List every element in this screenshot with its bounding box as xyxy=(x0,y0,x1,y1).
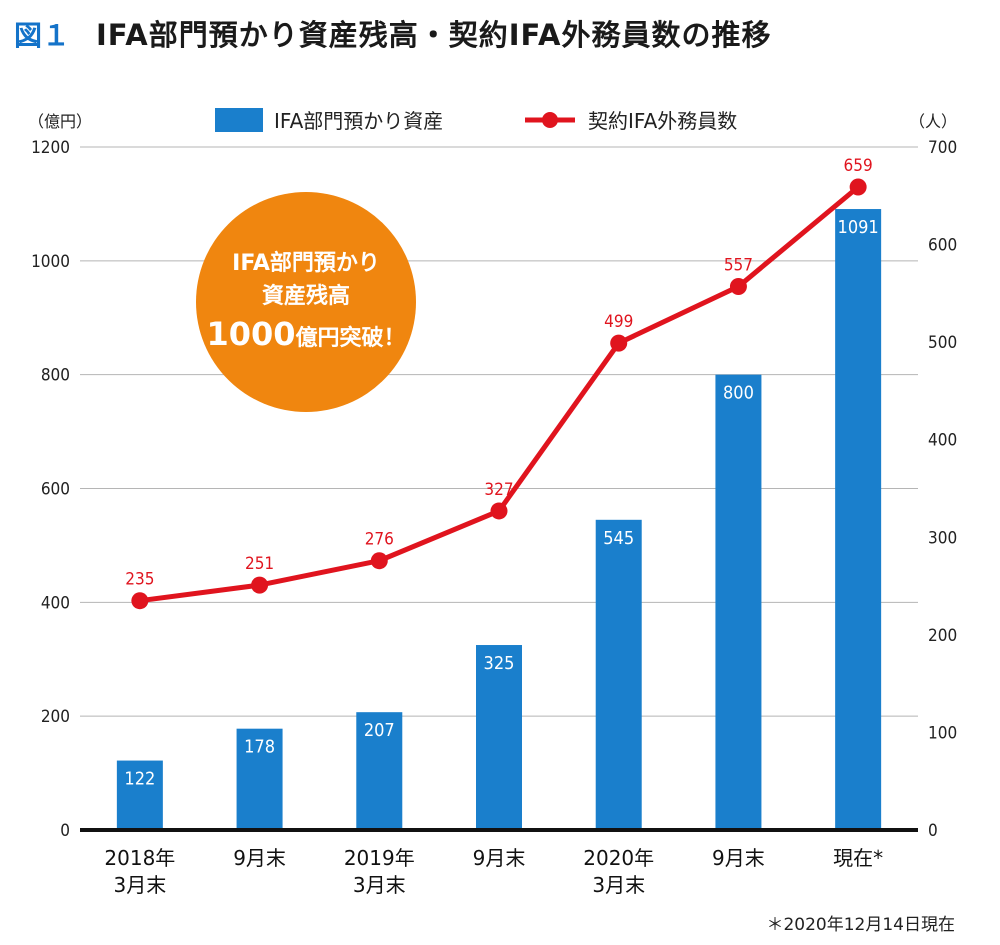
right-axis-tick-label: 300 xyxy=(928,528,957,548)
left-axis-tick-label: 0 xyxy=(60,821,70,841)
callout-line-3: 1000億円突破！ xyxy=(206,315,405,353)
left-axis-tick-label: 1200 xyxy=(31,138,70,158)
bar-value-label: 325 xyxy=(484,653,515,674)
line-point xyxy=(131,592,149,610)
right-axis-tick-label: 200 xyxy=(928,626,957,646)
callout-badge: IFA部門預かり 資産残高 1000億円突破！ xyxy=(196,192,416,412)
legend-line-marker xyxy=(542,112,558,128)
right-axis-tick-label: 700 xyxy=(928,138,957,158)
line-series: 235 251 276 327 499 557 659 xyxy=(125,156,873,610)
figure-title-bar: 図１ IFA部門預かり資産残高・契約IFA外務員数の推移 xyxy=(14,10,771,60)
bar-value-label: 122 xyxy=(124,769,155,790)
line-point xyxy=(370,552,388,570)
left-axis-tick-label: 600 xyxy=(41,480,70,500)
category-label: 3月末 xyxy=(353,873,406,897)
left-axis-tick-label: 1000 xyxy=(31,252,70,272)
bar xyxy=(595,519,642,830)
category-label: 9月末 xyxy=(712,846,765,870)
left-axis-tick-label: 800 xyxy=(41,366,70,386)
bar-value-label: 178 xyxy=(244,737,275,758)
line-point-label: 251 xyxy=(245,554,274,574)
footnote: ＊2020年12月14日現在 xyxy=(766,915,955,935)
category-label: 2018年 xyxy=(104,846,175,870)
line-point xyxy=(610,334,628,352)
callout-line-1: IFA部門預かり xyxy=(232,250,380,276)
line-point xyxy=(849,178,867,196)
line-point-label: 327 xyxy=(484,480,513,500)
bar xyxy=(835,209,882,830)
bar xyxy=(715,374,762,830)
right-axis-tick-label: 400 xyxy=(928,431,957,451)
callout-line-2: 資産残高 xyxy=(262,283,350,309)
legend-line-label: 契約IFA外務員数 xyxy=(588,109,737,133)
left-axis-tick-label: 400 xyxy=(41,593,70,613)
bar-value-label: 545 xyxy=(603,528,634,549)
right-axis-tick-label: 500 xyxy=(928,333,957,353)
bar xyxy=(116,760,163,830)
line-point-label: 499 xyxy=(604,312,633,332)
legend-bar-swatch xyxy=(215,108,263,132)
bar-value-label: 800 xyxy=(723,383,754,404)
category-label: 2019年 xyxy=(344,846,415,870)
line-point-label: 659 xyxy=(844,156,873,176)
callout-number: 1000 xyxy=(206,315,295,353)
category-label: 3月末 xyxy=(113,873,166,897)
axes: 0 200 400 600 800 1000 1200 0 100 200 300 400 500 600… xyxy=(31,138,957,897)
right-axis-tick-label: 0 xyxy=(928,821,938,841)
legend-bar-label: IFA部門預かり資産 xyxy=(274,109,443,133)
bar xyxy=(356,712,403,830)
bar-value-label: 207 xyxy=(364,720,395,741)
left-axis-unit: （億円） xyxy=(28,112,92,131)
grid-lines xyxy=(80,146,918,717)
category-label: 2020年 xyxy=(583,846,654,870)
callout-circle xyxy=(196,192,416,412)
line-point-label: 276 xyxy=(365,530,394,550)
line-point-label: 557 xyxy=(724,256,753,276)
left-axis-tick-label: 200 xyxy=(41,707,70,727)
line-point xyxy=(729,278,747,296)
bar xyxy=(476,645,522,830)
bar xyxy=(236,728,283,830)
category-label: 9月末 xyxy=(233,846,286,870)
category-label: 3月末 xyxy=(592,873,645,897)
line-point-label: 235 xyxy=(125,570,154,590)
bar-series: 122 178 207 325 545 800 1091 xyxy=(116,209,882,830)
legend: IFA部門預かり資産 契約IFA外務員数 xyxy=(215,108,737,133)
bar-value-label: 1091 xyxy=(838,217,879,238)
figure-title: IFA部門預かり資産残高・契約IFA外務員数の推移 xyxy=(96,18,772,52)
callout-suffix: 億円突破！ xyxy=(296,325,406,351)
right-axis-unit: （人） xyxy=(909,112,957,131)
line-point xyxy=(490,502,508,520)
category-label: 9月末 xyxy=(473,846,526,870)
line-point xyxy=(251,576,269,594)
right-axis-tick-label: 600 xyxy=(928,236,957,256)
category-label: 現在* xyxy=(833,846,883,870)
right-axis-tick-label: 100 xyxy=(928,723,957,743)
figure-label: 図１ xyxy=(14,19,71,52)
